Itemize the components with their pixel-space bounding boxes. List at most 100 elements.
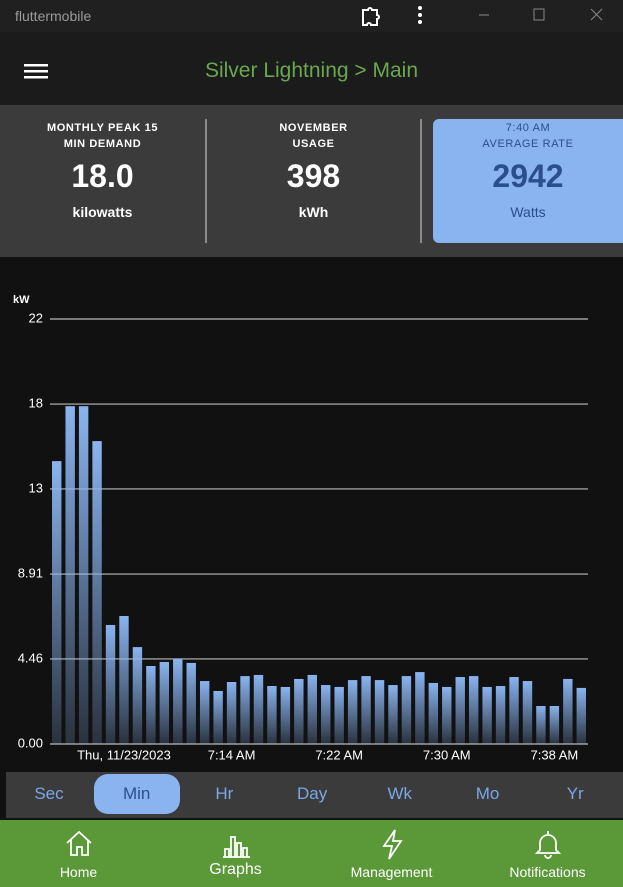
x-tick-label: 7:22 AM (315, 747, 363, 762)
bar (442, 686, 452, 744)
bar (522, 681, 533, 744)
y-tick-label: 22 (29, 310, 43, 325)
app-title: Silver Lightning > Main (204, 59, 419, 82)
bar (468, 676, 479, 744)
bar (482, 686, 492, 744)
range-tabs: Sec Min Hr Day Wk Mo Yr (6, 772, 623, 818)
range-tab[interactable]: Sec (34, 784, 64, 803)
bar (294, 678, 304, 744)
stat-unit: Watts (510, 204, 546, 220)
bar (307, 674, 317, 744)
management-icon (382, 829, 403, 860)
x-tick-label: Thu, 11/23/2023 (77, 747, 171, 762)
y-axis-label: kW (13, 294, 30, 306)
bar (186, 662, 196, 744)
stat-value: 398 (286, 158, 341, 194)
y-tick-label: 13 (29, 480, 43, 495)
notifications-icon (534, 831, 562, 859)
bar (78, 406, 89, 744)
stat-card-highlight[interactable]: 7:40 AM AVERAGE RATE 2942 Watts (433, 119, 623, 243)
bar (455, 677, 465, 744)
nav-item[interactable]: Management (314, 820, 469, 887)
title-bar: fluttermobile (0, 0, 623, 32)
bar (280, 686, 291, 744)
bar (146, 665, 156, 744)
stat-label: MIN DEMAND (63, 138, 142, 150)
bar (536, 706, 546, 744)
x-tick-label: 7:30 AM (423, 747, 471, 762)
divider (205, 119, 207, 243)
home-icon (66, 830, 92, 856)
bar (509, 677, 519, 744)
bar (549, 706, 560, 744)
y-tick-label: 4.46 (18, 650, 43, 665)
bar (92, 441, 102, 744)
maximize-button[interactable] (533, 8, 545, 21)
hamburger-menu[interactable] (24, 64, 48, 80)
graphs-icon (223, 836, 250, 858)
window-controls (362, 6, 603, 26)
y-tick-label: 0.00 (18, 735, 43, 750)
bar (240, 676, 250, 744)
stat-label: AVERAGE RATE (482, 138, 574, 150)
bar (119, 616, 129, 744)
bar (105, 624, 116, 744)
bar (159, 661, 170, 744)
bar (347, 680, 358, 744)
stat-value: 2942 (492, 158, 564, 194)
stat-label: 7:40 AM (505, 122, 551, 134)
range-tab[interactable]: Mo (475, 784, 500, 803)
divider (420, 119, 422, 243)
stat-card: NOVEMBER USAGE 398 kWh (207, 105, 420, 257)
x-tick-label: 7:38 AM (531, 747, 579, 762)
bar (213, 690, 223, 744)
range-tab[interactable]: Min (93, 774, 180, 814)
bar (65, 406, 75, 744)
app-bar: Silver Lightning > Main (0, 32, 623, 105)
bar (563, 678, 573, 744)
bottom-nav: Home Graphs Management Notifications (0, 820, 623, 887)
nav-label: Management (350, 864, 433, 880)
stat-unit: kilowatts (72, 204, 133, 220)
x-tick-label: 7:14 AM (208, 747, 256, 762)
window-title: fluttermobile (15, 8, 92, 24)
stats-panel: MONTHLY PEAK 15 MIN DEMAND 18.0 kilowatt… (0, 105, 623, 257)
bar (52, 461, 62, 744)
bar (253, 674, 264, 744)
stat-card: MONTHLY PEAK 15 MIN DEMAND 18.0 kilowatt… (0, 105, 205, 257)
bar (226, 682, 237, 744)
bar (132, 647, 143, 744)
bar (321, 685, 331, 744)
stat-label: NOVEMBER (279, 122, 348, 134)
bar (361, 676, 371, 744)
y-tick-label: 18 (29, 396, 43, 411)
bar (388, 685, 398, 744)
range-tab[interactable]: Wk (387, 784, 413, 803)
menu-icon[interactable] (418, 6, 422, 24)
range-tab[interactable]: Hr (215, 784, 234, 803)
bar (428, 682, 439, 744)
bar (173, 658, 183, 744)
stat-label: USAGE (292, 138, 335, 150)
nav-label: Graphs (209, 861, 262, 878)
bar (374, 680, 385, 744)
nav-item[interactable]: Notifications (470, 820, 623, 887)
bar (199, 681, 210, 744)
nav-item[interactable]: Home (1, 820, 156, 887)
nav-label: Home (59, 864, 98, 880)
nav-item[interactable]: Graphs (158, 820, 313, 887)
close-button[interactable] (590, 8, 603, 21)
stat-value: 18.0 (71, 158, 134, 194)
nav-label: Notifications (509, 864, 586, 880)
bar (415, 672, 425, 744)
bar (576, 687, 586, 744)
range-tab[interactable]: Yr (566, 784, 584, 803)
bar (401, 676, 412, 744)
extension-icon[interactable] (362, 7, 380, 26)
range-tab[interactable]: Day (296, 784, 328, 803)
bar (267, 686, 277, 744)
bar (495, 686, 506, 744)
chart: kW 0.00 4.46 8.91 13 18 22 Thu, 11/23/2023 7:14… (13, 294, 588, 762)
bar (334, 686, 344, 744)
